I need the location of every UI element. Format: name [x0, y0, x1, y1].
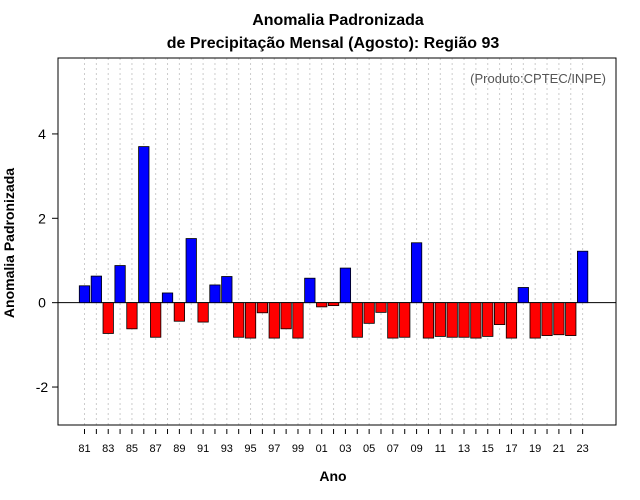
bar-85: [126, 302, 138, 330]
x-tick-label-09: 09: [410, 443, 422, 455]
bar-96: [256, 302, 269, 314]
bar-11: [434, 302, 446, 337]
bar-14: [470, 302, 482, 339]
bar-99: [292, 302, 304, 339]
x-tick-label-13: 13: [458, 443, 470, 455]
bar-01: [316, 302, 328, 308]
y-tick-label--2: -2: [36, 379, 49, 395]
bar-94: [233, 302, 245, 338]
bar-05: [363, 302, 375, 324]
x-axis: 81 83 85 87 89 91 93 95 97 99 01 03 05 07 09 11 13 15 17 19…: [78, 429, 589, 455]
x-tick-label-07: 07: [387, 443, 399, 455]
bar-83: [102, 302, 114, 334]
bar-98: [280, 302, 292, 330]
x-tick-label-93: 93: [221, 443, 233, 455]
bar-20: [541, 302, 553, 336]
bar-03: [339, 267, 352, 304]
x-tick-label-03: 03: [339, 443, 351, 455]
bar-12: [446, 302, 458, 338]
bar-06: [375, 302, 387, 313]
y-tick-label-2: 2: [38, 210, 46, 226]
x-tick-label-97: 97: [268, 443, 280, 455]
x-tick-label-99: 99: [292, 443, 304, 455]
bar-17: [505, 302, 518, 339]
bar-86: [138, 146, 150, 304]
credit-annotation: (Produto:CPTEC/INPE): [470, 71, 606, 86]
x-tick-label-95: 95: [244, 443, 256, 455]
bar-04: [351, 302, 363, 338]
bar-00: [304, 277, 316, 304]
bars: [78, 146, 589, 339]
x-tick-label-21: 21: [553, 443, 565, 455]
bar-02: [327, 302, 340, 307]
bar-97: [268, 302, 280, 339]
bar-16: [493, 302, 506, 326]
bar-07: [387, 302, 399, 339]
y-axis: -2 0 2 4: [36, 126, 58, 395]
x-tick-label-01: 01: [316, 443, 328, 455]
bar-92: [209, 284, 221, 304]
bar-13: [458, 302, 470, 338]
bar-15: [482, 302, 494, 337]
bar-84: [114, 265, 126, 304]
x-tick-label-91: 91: [197, 443, 209, 455]
x-tick-label-83: 83: [102, 443, 114, 455]
bar-18: [517, 287, 529, 304]
x-tick-label-11: 11: [435, 443, 446, 455]
bar-19: [529, 302, 541, 339]
bar-22: [565, 302, 577, 336]
x-axis-title: Ano: [319, 468, 346, 484]
chart-subtitle: de Precipitação Mensal (Agosto): Região …: [167, 35, 500, 52]
x-tick-label-87: 87: [150, 443, 162, 455]
plot-frame: [57, 57, 617, 426]
bar-82: [90, 275, 102, 304]
bar-95: [244, 302, 257, 339]
x-tick-label-89: 89: [173, 443, 185, 455]
y-tick-label-4: 4: [38, 126, 46, 142]
x-tick-label-85: 85: [126, 443, 138, 455]
bar-81: [78, 285, 91, 304]
bar-23: [577, 250, 589, 304]
bar-09: [410, 242, 423, 304]
bar-10: [422, 302, 435, 339]
x-tick-label-19: 19: [529, 443, 541, 455]
bar-91: [197, 302, 209, 323]
x-tick-label-15: 15: [482, 443, 494, 455]
y-axis-title: Anomalia Padronizada: [1, 168, 17, 318]
bar-88: [161, 292, 174, 304]
bar-21: [553, 302, 565, 336]
y-tick-label-0: 0: [38, 295, 46, 311]
bar-08: [399, 302, 411, 338]
grid-lines: [84, 58, 584, 425]
bar-93: [221, 276, 233, 304]
x-tick-label-23: 23: [576, 443, 588, 455]
x-tick-label-17: 17: [505, 443, 517, 455]
bar-89: [173, 302, 185, 322]
x-tick-label-81: 81: [78, 443, 90, 455]
bar-87: [150, 302, 162, 338]
x-tick-label-05: 05: [363, 443, 375, 455]
chart-title: Anomalia Padronizada: [252, 12, 424, 29]
bar-90: [185, 238, 197, 304]
